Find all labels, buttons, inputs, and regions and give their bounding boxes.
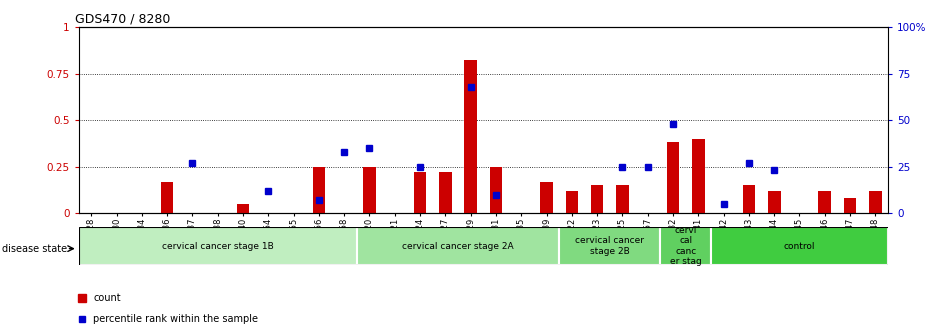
Text: percentile rank within the sample: percentile rank within the sample <box>93 314 258 324</box>
Bar <box>844 199 857 213</box>
Bar <box>565 191 578 213</box>
Text: cervical cancer stage 2A: cervical cancer stage 2A <box>402 242 513 251</box>
Bar <box>313 167 326 213</box>
Bar <box>819 191 831 213</box>
Bar <box>161 182 174 213</box>
Text: cervical cancer
stage 2B: cervical cancer stage 2B <box>575 237 645 256</box>
Bar <box>692 139 705 213</box>
Bar <box>364 167 376 213</box>
Text: cervi
cal
canc
er stag: cervi cal canc er stag <box>670 226 701 266</box>
Bar <box>711 227 888 265</box>
Bar <box>667 142 679 213</box>
Text: disease state: disease state <box>2 244 67 254</box>
Bar <box>489 167 502 213</box>
Bar <box>591 185 603 213</box>
Bar <box>357 227 560 265</box>
Bar <box>869 191 882 213</box>
Bar <box>660 227 711 265</box>
Bar <box>616 185 629 213</box>
Bar <box>540 182 553 213</box>
Bar <box>743 185 755 213</box>
Bar <box>79 227 357 265</box>
Text: control: control <box>783 242 815 251</box>
Text: cervical cancer stage 1B: cervical cancer stage 1B <box>162 242 274 251</box>
Bar <box>768 191 781 213</box>
Bar <box>237 204 250 213</box>
Text: count: count <box>93 293 121 303</box>
Text: GDS470 / 8280: GDS470 / 8280 <box>75 13 170 26</box>
Bar <box>413 172 426 213</box>
Bar <box>439 172 451 213</box>
Bar <box>464 60 477 213</box>
Bar <box>560 227 660 265</box>
